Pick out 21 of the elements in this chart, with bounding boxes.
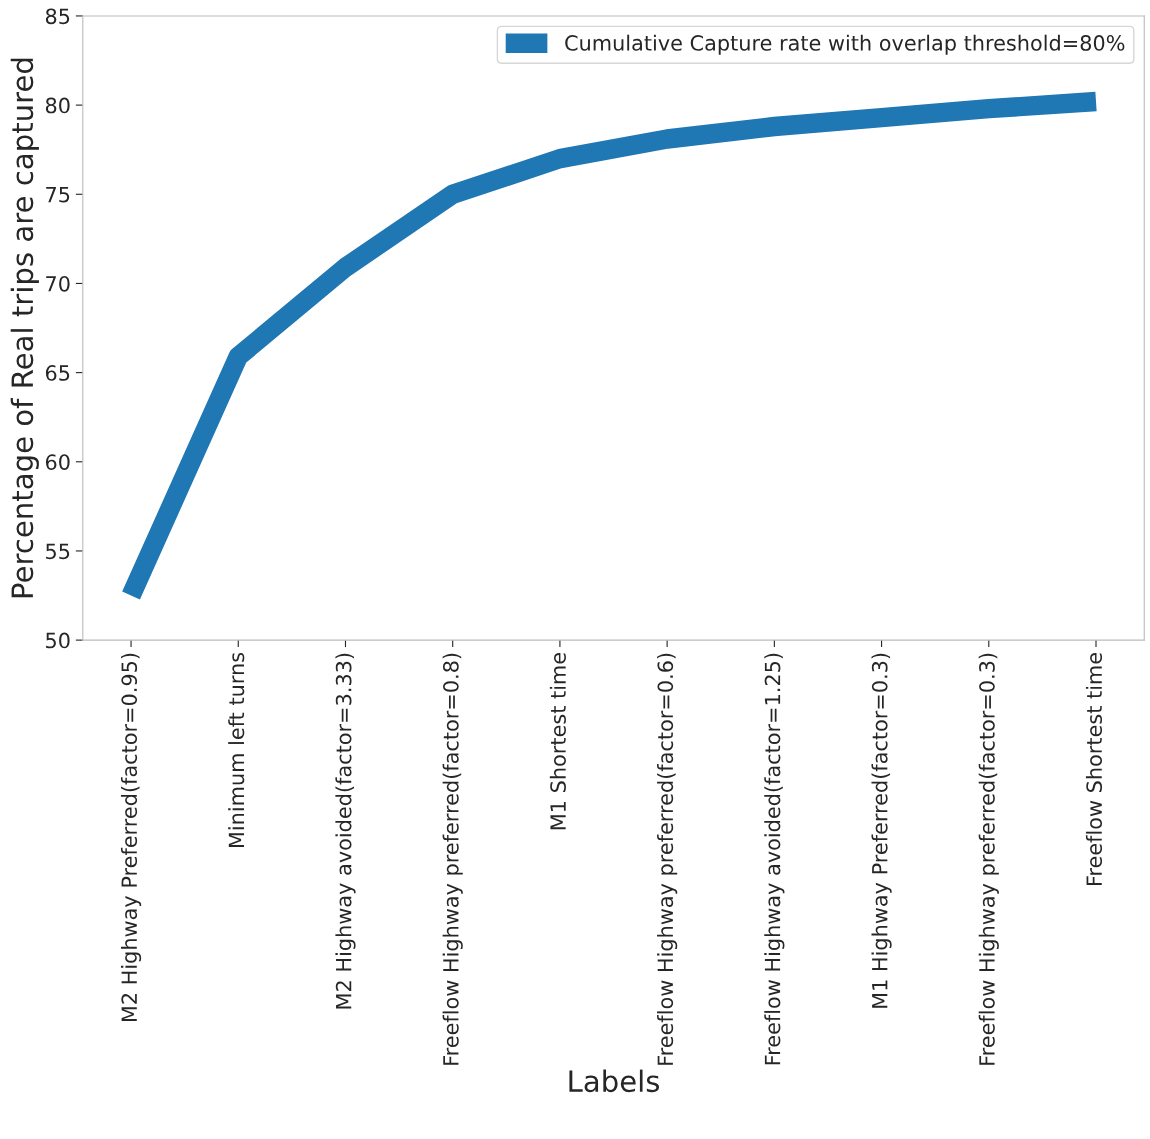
y-tick-label: 70 (46, 275, 70, 292)
x-tick-label: Freeflow Highway avoided(factor=1.25) (764, 653, 785, 1065)
y-tick-label: 50 (46, 632, 70, 649)
x-tick-label: M1 Highway Preferred(factor=0.3) (871, 653, 892, 1008)
x-tick-label: M1 Shortest time (549, 653, 566, 830)
x-tick-label: Freeflow Highway preferred(factor=0.6) (657, 653, 678, 1065)
x-axis-title: Labels (569, 1069, 660, 1093)
y-tick-label: 85 (45, 8, 70, 25)
x-tick-label: Minimum left turns (228, 652, 245, 848)
y-tick-label: 75 (46, 187, 70, 203)
y-axis-title: Percentage of Real trips are captured (10, 58, 39, 598)
y-tick-label: 80 (45, 97, 70, 114)
y-tick-label: 55 (46, 543, 70, 560)
x-tick-label: M2 Highway avoided(factor=3.33) (335, 653, 356, 1009)
y-tick-label: 65 (45, 365, 70, 381)
x-tick-label: M2 Highway Preferred(factor=0.95) (120, 653, 142, 1022)
x-tick-label: Freeflow Shortest time (1085, 653, 1103, 886)
x-tick-label: Freeflow Highway preferred(factor=0.8) (442, 653, 463, 1065)
x-tick-label: Freeflow Highway preferred(factor=0.3) (978, 653, 999, 1065)
legend-label: Cumulative Capture rate with overlap threshold=80% (565, 34, 1125, 55)
y-tick-label: 60 (45, 454, 70, 470)
